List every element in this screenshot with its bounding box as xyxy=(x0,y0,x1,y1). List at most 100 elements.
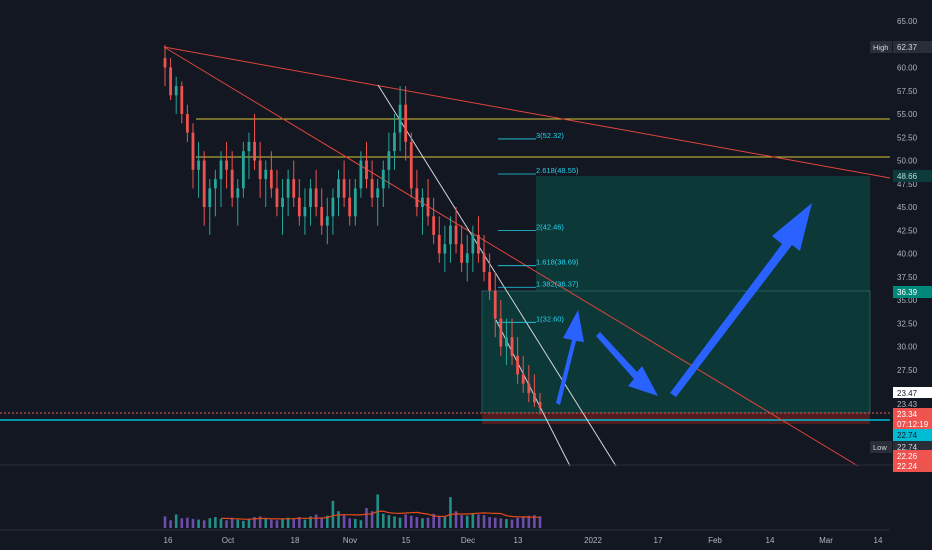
high-badge-box xyxy=(893,41,932,53)
candle-body xyxy=(269,169,273,189)
fib-level-label: 2(42.46) xyxy=(536,223,564,232)
candle-body xyxy=(202,160,206,207)
candle-body xyxy=(337,179,340,198)
arrow-up-icon xyxy=(670,203,812,397)
volume-bar xyxy=(253,517,256,528)
volume-bar xyxy=(432,513,435,528)
candle-body xyxy=(471,234,475,254)
time-tick-label: 18 xyxy=(291,536,300,545)
volume-bar xyxy=(236,519,240,528)
red-level-badge-box xyxy=(893,450,932,462)
candle-body xyxy=(292,179,296,198)
candle-body xyxy=(264,169,268,180)
candle-body xyxy=(477,234,480,254)
volume-bar xyxy=(381,513,385,528)
high-badge-label: High xyxy=(873,43,888,52)
candle-body xyxy=(421,197,424,207)
volume-bar xyxy=(521,516,525,528)
candle-body xyxy=(253,141,256,161)
candle-body xyxy=(320,207,324,226)
trendline-wedge xyxy=(495,319,571,467)
volume-bar xyxy=(208,518,212,528)
candle-body xyxy=(516,355,520,375)
volume-bar xyxy=(163,516,167,528)
candle-body xyxy=(426,197,430,217)
candle-body xyxy=(510,337,514,356)
low-badge-label: Low xyxy=(873,443,887,452)
candle-body xyxy=(398,104,402,133)
volume-bar xyxy=(314,514,318,528)
volume-bar xyxy=(488,517,491,528)
time-tick-label: 15 xyxy=(402,536,411,545)
target-badge-box xyxy=(893,170,932,182)
target-zone-box xyxy=(536,176,870,413)
volume-bar xyxy=(337,511,340,528)
volume-bar xyxy=(510,519,514,528)
volume-bar xyxy=(342,515,346,528)
time-axis[interactable]: 16 Oct 18 Nov 15 Dec 13 2022 17 Feb 14 Mar 14 xyxy=(164,536,883,545)
volume-bar xyxy=(202,520,206,528)
volume-bar xyxy=(471,513,475,528)
price-axis[interactable]: 65.00 60.00 57.50 55.00 52.50 50.00 47.50 45.00… xyxy=(897,17,918,375)
candle-body xyxy=(281,197,284,207)
plot-area[interactable] xyxy=(481,176,871,424)
volume-bar xyxy=(426,517,430,528)
candle-body xyxy=(258,160,262,180)
candle-body xyxy=(381,169,385,189)
low-badge-value: 22.74 xyxy=(897,443,918,452)
time-tick-label: 17 xyxy=(654,536,663,545)
time-tick-label: 13 xyxy=(514,536,523,545)
time-tick-label: Nov xyxy=(343,536,357,545)
volume-bar xyxy=(247,518,251,528)
candle-body xyxy=(409,141,413,189)
price-badge-a-value: 23.47 xyxy=(897,389,918,398)
candle-body xyxy=(241,151,245,189)
stop-zone-box xyxy=(482,413,870,424)
volume-bar xyxy=(409,515,413,528)
price-badges: High 62.37 48.66 36.39 23.47 23.4323.3407:12:… xyxy=(870,41,932,472)
trendline-mid xyxy=(163,46,859,467)
price-tick-label: 42.50 xyxy=(897,226,918,235)
price-tick-label: 55.00 xyxy=(897,110,918,119)
candle-body xyxy=(527,383,531,393)
volume-bar xyxy=(191,518,195,528)
volume-bar xyxy=(370,511,374,528)
volume-bar xyxy=(460,515,463,528)
candle-body xyxy=(191,132,195,170)
cyan-level-badge-value: 22.74 xyxy=(897,431,918,440)
low-badge-label-box xyxy=(870,441,892,453)
time-tick-label: 14 xyxy=(874,536,883,545)
candle-body xyxy=(342,179,346,198)
candle-body xyxy=(370,179,374,198)
volume-bar xyxy=(219,518,223,528)
candle-body xyxy=(303,207,307,217)
candle-body xyxy=(309,188,312,207)
volume-bar xyxy=(225,520,228,528)
volume-bar xyxy=(437,516,441,528)
volume-bar xyxy=(387,515,391,528)
fib-level-label: 1.382(36.37) xyxy=(536,279,579,288)
volume-bar xyxy=(331,500,335,528)
volume-bar xyxy=(465,515,469,528)
volume-ma-line xyxy=(221,510,541,520)
price-badge-b-value: 23.43 xyxy=(897,400,918,409)
volume-bar xyxy=(533,515,536,528)
candle-body xyxy=(493,290,497,319)
candle-body xyxy=(404,104,408,142)
time-tick-label: 2022 xyxy=(584,536,602,545)
time-tick-label: Dec xyxy=(461,536,475,545)
price-tick-label: 52.50 xyxy=(897,133,918,142)
candles xyxy=(163,45,542,415)
candle-body xyxy=(174,86,178,96)
red-level-badge-2-value: 22.24 xyxy=(897,462,918,471)
arrow-up-icon xyxy=(556,310,584,405)
cyan-level-badge-box xyxy=(893,429,932,441)
volume-bar xyxy=(477,514,480,528)
candle-body xyxy=(208,188,212,207)
arrow-down-icon xyxy=(596,332,658,396)
volume-bar xyxy=(421,518,424,528)
candle-body xyxy=(488,272,492,291)
trendline-long xyxy=(163,46,891,179)
entry-badge-box xyxy=(893,286,932,298)
